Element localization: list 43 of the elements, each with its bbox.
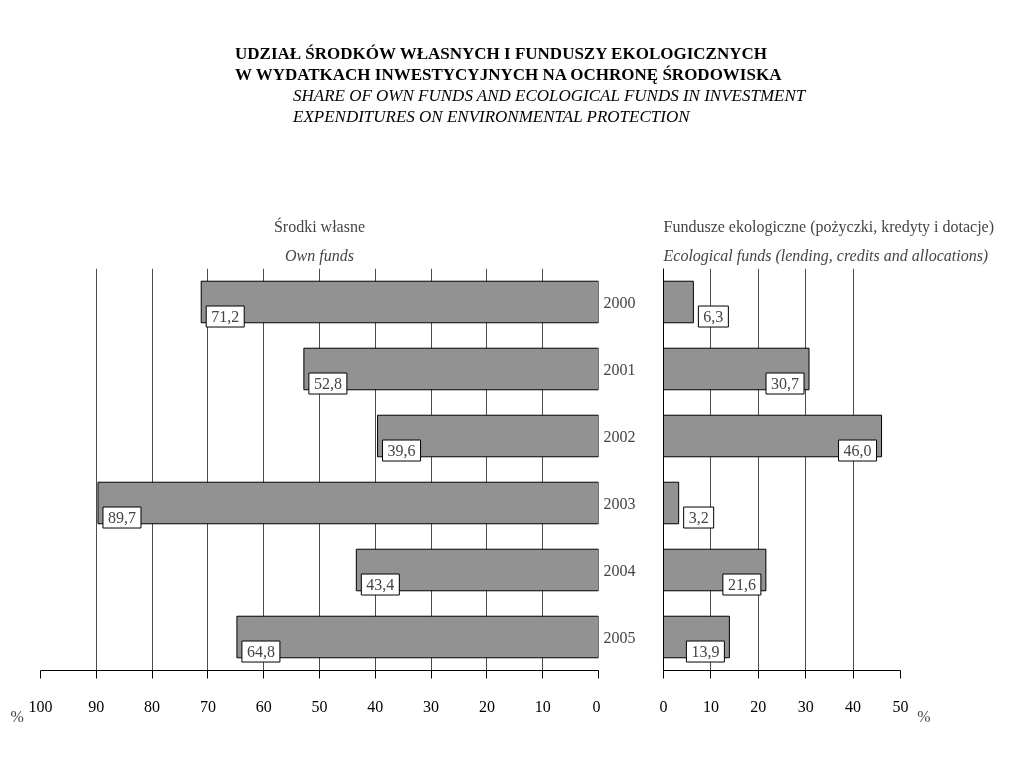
data-label: 71,2 <box>211 308 240 326</box>
data-label: 13,9 <box>691 643 720 661</box>
x-axis-title: % <box>917 707 931 725</box>
x-tick-label: 30 <box>797 697 814 715</box>
data-label: 64,8 <box>246 643 275 661</box>
x-tick-label: 40 <box>367 697 384 715</box>
x-tick-label: 10 <box>702 697 719 715</box>
x-tick-label: 30 <box>423 697 440 715</box>
y-tick-label: 2000 <box>603 293 636 311</box>
x-tick-label: 90 <box>88 697 105 715</box>
x-tick-label: 100 <box>28 697 53 715</box>
y-tick-label: 2004 <box>603 561 636 579</box>
x-tick-label: 10 <box>534 697 551 715</box>
chart-subtitle: Own funds <box>285 246 354 265</box>
y-tick-label: 2005 <box>603 628 636 646</box>
x-tick-label: 80 <box>144 697 161 715</box>
text: SHARE OF OWN FUNDS AND ECOLOGICAL FUNDS IN INVESTMENT EXPENDITURES ON ENVIRONMENTAL PROTECTION <box>293 85 806 127</box>
data-label: 39,6 <box>387 442 416 460</box>
x-tick-label: 40 <box>845 697 862 715</box>
text: UDZIAŁ ŚRODKÓW WŁASNYCH I FUNDUSZY EKOLOGICZNYCH W WYDATKACH INWESTYCYJNYCH NA OCHRONĘ ŚRODOWISKA <box>235 43 783 85</box>
y-tick-label: 2002 <box>603 427 636 445</box>
data-label: 52,8 <box>313 375 342 393</box>
data-label: 3,2 <box>688 509 709 527</box>
chart-subtitle: Ecological funds (lending, credits and allocations) <box>662 246 989 265</box>
chart-title: Środki własne <box>273 216 366 235</box>
x-tick-label: 20 <box>750 697 767 715</box>
x-tick-label: 0 <box>592 697 601 715</box>
y-tick-label: 2001 <box>603 360 636 378</box>
y-tick-label: 2003 <box>603 494 636 512</box>
data-label: 46,0 <box>843 442 872 460</box>
data-label: 30,7 <box>771 375 800 393</box>
x-tick-label: 70 <box>199 697 216 715</box>
data-label: 21,6 <box>727 576 756 594</box>
x-tick-label: 0 <box>659 697 668 715</box>
data-label: 6,3 <box>703 308 724 326</box>
data-label: 89,7 <box>107 509 136 527</box>
x-tick-label: 50 <box>892 697 909 715</box>
x-tick-label: 60 <box>255 697 272 715</box>
chart-title: Fundusze ekologiczne (pożyczki, kredyty i dotacje) <box>663 217 995 236</box>
data-label: 43,4 <box>366 576 395 594</box>
x-tick-label: 50 <box>311 697 328 715</box>
x-tick-label: 20 <box>478 697 495 715</box>
x-axis-title: % <box>10 707 24 725</box>
